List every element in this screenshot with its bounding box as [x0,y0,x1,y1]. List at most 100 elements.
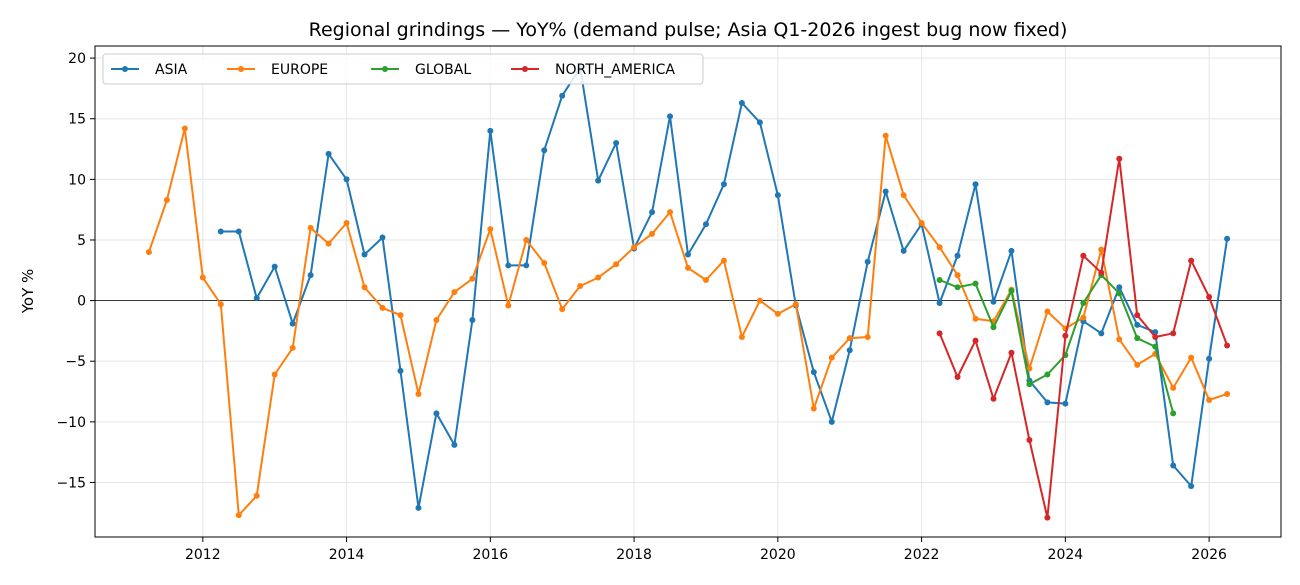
data-point-north-america [1116,155,1123,162]
legend-label-global: GLOBAL [415,62,471,78]
data-point-asia [523,262,530,269]
x-tick-label: 2024 [1048,547,1084,563]
data-point-global [1116,290,1123,297]
data-point-asia [271,263,278,270]
data-point-north-america [1206,293,1213,300]
data-point-asia [235,228,242,235]
data-point-asia [361,251,368,258]
data-point-europe [846,335,853,342]
data-point-global [990,324,997,331]
data-point-europe [936,244,943,251]
data-point-north-america [936,330,943,337]
data-point-global [1008,287,1015,294]
series-europe [145,125,1231,519]
data-point-asia [846,347,853,354]
data-point-north-america [1188,257,1195,264]
data-point-global [1080,300,1087,307]
data-point-europe [379,304,386,311]
data-point-europe [469,275,476,282]
data-point-asia [595,177,602,184]
data-point-asia [397,367,404,374]
legend-box [102,53,704,85]
data-point-global [1152,343,1159,350]
series-north-america [936,155,1231,521]
data-point-asia [289,320,296,327]
data-point-europe [1134,361,1141,368]
data-point-asia [1098,330,1105,337]
data-point-europe [649,230,656,237]
y-axis: −15 −10 −5 0 5 10 15 20 [56,51,95,491]
data-point-asia [415,504,422,511]
data-point-asia [379,234,386,241]
data-point-europe [181,125,188,132]
data-point-europe [1044,308,1051,315]
data-point-asia [864,258,871,265]
data-point-europe [523,236,530,243]
data-point-north-america [1062,332,1069,339]
data-point-asia [451,441,458,448]
legend-marker-global [382,66,388,72]
chart-title: Regional grindings — YoY% (demand pulse;… [309,19,1068,41]
data-point-asia [936,300,943,307]
data-point-asia [702,221,709,228]
data-point-europe [541,260,548,267]
data-point-asia [756,119,763,126]
data-point-global [1044,371,1051,378]
legend-marker-asia [122,66,128,72]
x-tick-label: 2026 [1191,547,1227,563]
data-point-global [1026,381,1033,388]
y-tick-label: −15 [56,475,86,491]
data-point-north-america [1152,333,1159,340]
data-point-europe [738,333,745,340]
data-point-asia [487,127,494,134]
data-point-europe [1224,390,1231,397]
data-point-europe [487,226,494,233]
data-point-north-america [1098,269,1105,276]
data-point-asia [217,228,224,235]
data-point-europe [271,371,278,378]
data-point-asia [900,247,907,254]
data-point-asia [559,92,566,99]
series-group [145,64,1231,521]
data-point-europe [415,390,422,397]
data-point-europe [433,316,440,323]
data-point-europe [828,354,835,361]
data-point-asia [1152,329,1159,336]
series-line-global [939,274,1175,414]
data-point-europe [343,220,350,227]
data-point-europe [505,302,512,309]
data-point-asia [343,176,350,183]
data-point-north-america [1170,330,1177,337]
y-tick-label: 15 [68,112,86,128]
x-tick-label: 2012 [185,547,221,563]
data-point-europe [1206,397,1213,404]
legend-label-europe: EUROPE [271,62,328,78]
data-point-europe [325,240,332,247]
data-point-europe [972,315,979,322]
data-point-north-america [972,337,979,344]
data-point-asia [649,209,656,216]
data-point-europe [882,132,889,139]
data-point-asia [1170,462,1177,469]
series-line-north-america [938,157,1229,519]
data-point-europe [954,272,961,279]
data-point-europe [1188,354,1195,361]
data-point-asia [738,99,745,106]
x-tick-label: 2022 [904,547,940,563]
data-point-europe [702,276,709,283]
data-point-asia [882,188,889,195]
data-point-europe [577,283,584,290]
data-point-asia [954,252,961,259]
data-point-asia [1134,321,1141,328]
data-point-europe [235,512,242,519]
legend-marker-north-america [522,66,528,72]
data-point-europe [1116,336,1123,343]
data-point-asia [1188,483,1195,490]
data-point-asia [685,251,691,258]
data-point-asia [972,181,979,188]
data-point-europe [1098,246,1105,253]
y-tick-label: −5 [65,354,86,370]
y-axis-label: YoY % [19,269,37,315]
data-point-asia [1062,400,1069,407]
